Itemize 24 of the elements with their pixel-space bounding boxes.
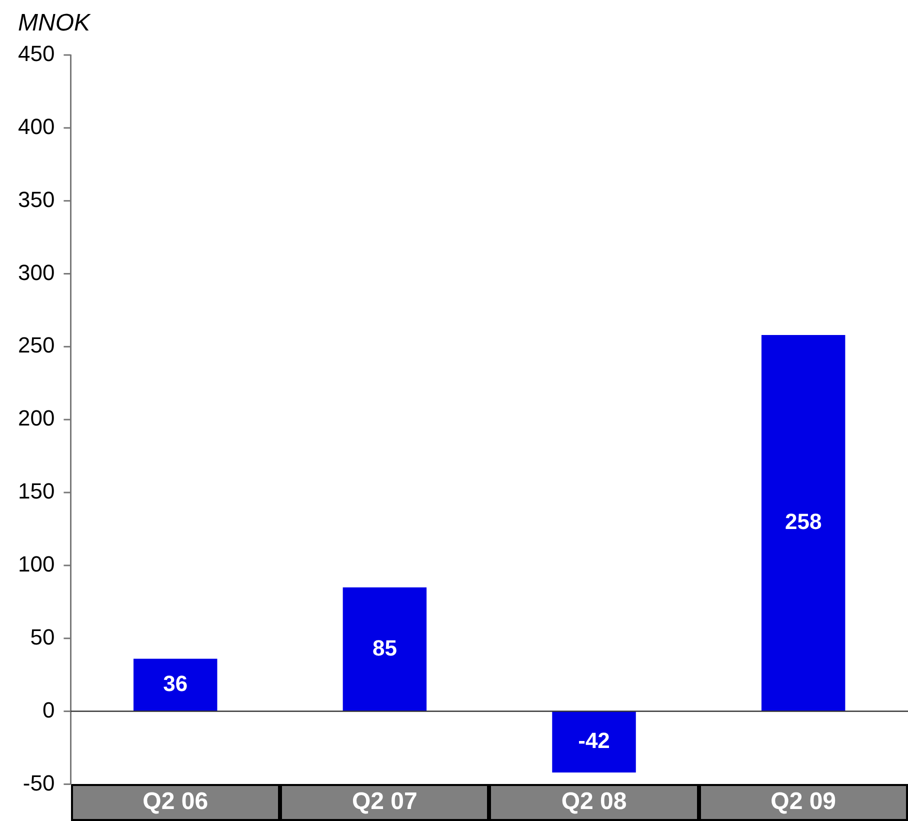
bar <box>761 335 846 712</box>
x-tick-label: Q2 07 <box>352 788 418 816</box>
data-label: -42 <box>578 728 610 753</box>
y-tick-label: 350 <box>18 186 55 212</box>
y-tick-label: 250 <box>18 332 55 358</box>
y-axis-title: MNOK <box>18 10 91 37</box>
x-tick-label: Q2 09 <box>770 788 836 816</box>
bar <box>552 711 636 773</box>
y-tick-label: -50 <box>22 770 55 796</box>
y-tick-label: 100 <box>18 552 55 577</box>
y-tick-label: 150 <box>18 478 55 504</box>
y-tick-label: 400 <box>18 114 55 139</box>
bar <box>342 587 427 712</box>
y-tick-label: 0 <box>42 697 55 722</box>
y-tick-label: 50 <box>30 624 55 650</box>
y-tick-label: 200 <box>18 406 55 431</box>
data-label: 85 <box>372 635 397 660</box>
x-tick-label: Q2 06 <box>142 788 208 816</box>
y-tick-label: 450 <box>18 41 55 66</box>
bar <box>134 658 218 712</box>
data-label: 258 <box>784 509 822 534</box>
y-tick-label: 300 <box>18 260 55 285</box>
data-label: 36 <box>163 671 188 696</box>
x-tick-label: Q2 08 <box>561 788 627 816</box>
